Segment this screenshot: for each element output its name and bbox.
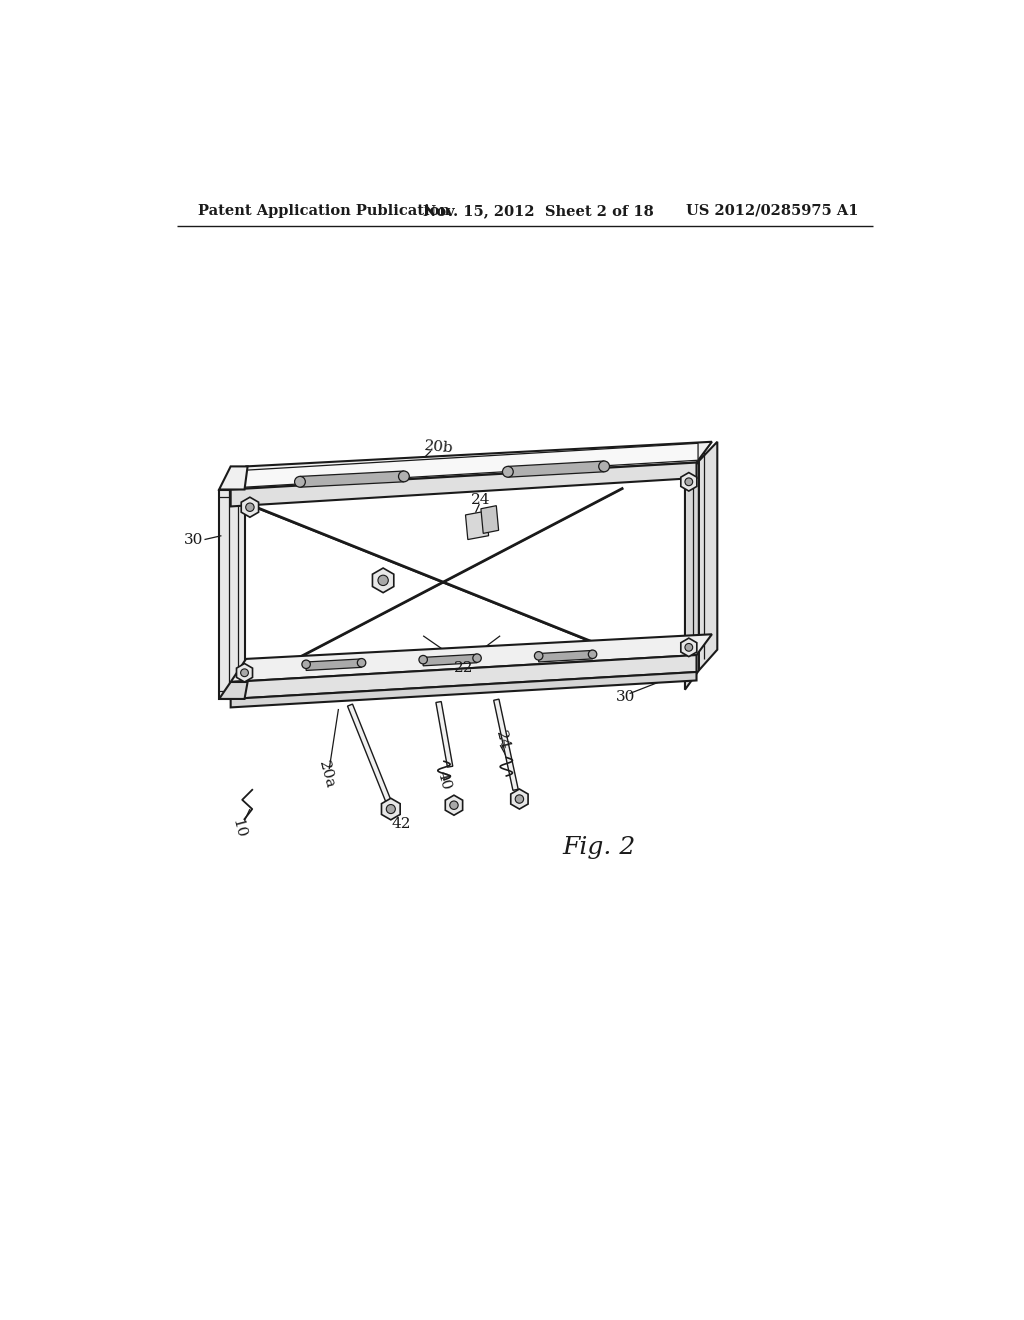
Polygon shape bbox=[681, 638, 696, 656]
Polygon shape bbox=[230, 462, 696, 507]
Text: Nov. 15, 2012  Sheet 2 of 18: Nov. 15, 2012 Sheet 2 of 18 bbox=[423, 203, 654, 218]
Polygon shape bbox=[230, 442, 712, 490]
Circle shape bbox=[246, 503, 254, 511]
Text: 24: 24 bbox=[494, 729, 512, 752]
Text: 24: 24 bbox=[471, 492, 490, 507]
Text: 10: 10 bbox=[229, 817, 248, 840]
Polygon shape bbox=[347, 704, 391, 803]
Text: 40: 40 bbox=[434, 770, 454, 792]
Text: US 2012/0285975 A1: US 2012/0285975 A1 bbox=[686, 203, 859, 218]
Polygon shape bbox=[230, 635, 712, 682]
Text: 22: 22 bbox=[454, 661, 473, 675]
Polygon shape bbox=[436, 701, 453, 767]
Circle shape bbox=[419, 656, 427, 664]
Polygon shape bbox=[373, 568, 394, 593]
Circle shape bbox=[386, 804, 395, 813]
Circle shape bbox=[535, 652, 543, 660]
Circle shape bbox=[599, 461, 609, 471]
Polygon shape bbox=[237, 664, 253, 682]
Circle shape bbox=[378, 576, 388, 586]
Circle shape bbox=[685, 478, 692, 486]
Polygon shape bbox=[685, 461, 698, 689]
Text: Patent Application Publication: Patent Application Publication bbox=[199, 203, 451, 218]
Polygon shape bbox=[306, 659, 361, 671]
Circle shape bbox=[503, 466, 513, 478]
Polygon shape bbox=[242, 498, 259, 517]
Polygon shape bbox=[382, 799, 400, 820]
Polygon shape bbox=[508, 461, 604, 478]
Circle shape bbox=[589, 649, 597, 659]
Circle shape bbox=[357, 659, 366, 667]
Polygon shape bbox=[511, 789, 528, 809]
Polygon shape bbox=[681, 473, 696, 491]
Text: 42: 42 bbox=[392, 817, 412, 832]
Circle shape bbox=[685, 643, 692, 651]
Text: 30: 30 bbox=[616, 690, 635, 705]
Polygon shape bbox=[230, 655, 696, 700]
Text: 30: 30 bbox=[184, 532, 204, 546]
Circle shape bbox=[473, 653, 481, 663]
Circle shape bbox=[295, 477, 305, 487]
Polygon shape bbox=[494, 700, 518, 791]
Circle shape bbox=[515, 795, 523, 804]
Polygon shape bbox=[300, 471, 403, 487]
Circle shape bbox=[241, 669, 249, 677]
Polygon shape bbox=[466, 511, 488, 540]
Text: Fig. 2: Fig. 2 bbox=[562, 836, 635, 859]
Text: 20b: 20b bbox=[423, 440, 454, 455]
Polygon shape bbox=[445, 795, 463, 816]
Circle shape bbox=[450, 801, 458, 809]
Polygon shape bbox=[698, 442, 717, 671]
Polygon shape bbox=[219, 466, 248, 490]
Polygon shape bbox=[230, 672, 696, 708]
Polygon shape bbox=[423, 655, 477, 665]
Polygon shape bbox=[219, 490, 245, 700]
Polygon shape bbox=[219, 682, 248, 700]
Polygon shape bbox=[481, 506, 499, 533]
Polygon shape bbox=[539, 651, 593, 663]
Text: 20a: 20a bbox=[316, 759, 337, 789]
Circle shape bbox=[302, 660, 310, 668]
Polygon shape bbox=[245, 444, 698, 487]
Circle shape bbox=[398, 471, 410, 482]
